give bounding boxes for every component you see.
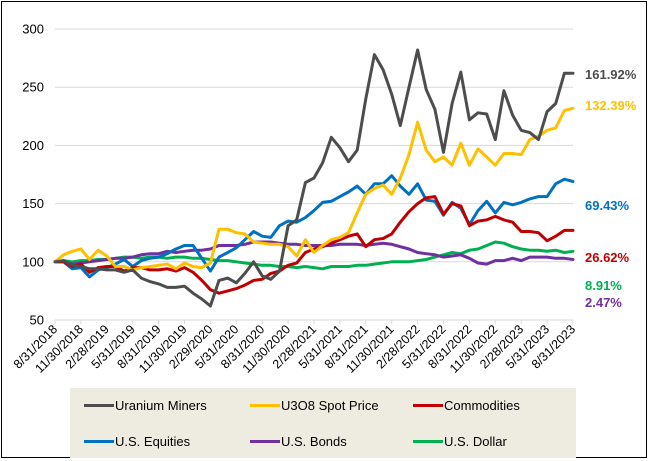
end-label: 132.39%: [585, 98, 637, 113]
legend-swatch: [250, 404, 280, 407]
legend-label: Commodities: [444, 398, 520, 413]
gridlines: [55, 28, 573, 263]
legend-label: U.S. Bonds: [281, 434, 347, 449]
y-tick-label: 50: [30, 313, 44, 328]
legend-item: U.S. Dollar: [413, 434, 507, 449]
legend-item: U.S. Bonds: [250, 434, 347, 449]
legend-item: Commodities: [413, 398, 520, 413]
series-lines: [53, 48, 575, 308]
legend-item: U3O8 Spot Price: [250, 398, 379, 413]
y-axis-ticks: 50 100 150 200 250 300: [22, 22, 44, 328]
legend-item: U.S. Equities: [84, 434, 190, 449]
legend-swatch: [413, 404, 443, 407]
end-label: 69.43%: [585, 198, 630, 213]
end-label: 8.91%: [585, 278, 622, 293]
legend: Uranium Miners U3O8 Spot Price Commodities…: [70, 388, 576, 458]
end-label: 26.62%: [585, 250, 630, 265]
end-labels: 161.92% 132.39% 69.43% 26.62% 8.91% 2.47%: [585, 67, 637, 310]
legend-swatch: [84, 404, 114, 407]
legend-swatch: [413, 440, 443, 443]
y-tick-label: 150: [22, 196, 44, 211]
y-tick-label: 300: [22, 22, 44, 37]
legend-item: Uranium Miners: [84, 398, 207, 413]
y-tick-label: 100: [22, 254, 44, 269]
legend-swatch: [84, 440, 114, 443]
end-label: 2.47%: [585, 295, 622, 310]
legend-swatch: [250, 440, 280, 443]
series-line-u-s-equities: [53, 174, 575, 279]
x-axis: 8/31/201811/30/20182/28/20195/31/20198/3…: [11, 319, 578, 376]
series-line-uranium-miners: [53, 48, 575, 308]
series-line-u-s-bonds: [53, 240, 575, 266]
y-tick-label: 200: [22, 138, 44, 153]
legend-label: U.S. Dollar: [444, 434, 507, 449]
series-line-u-s-dollar: [53, 240, 575, 271]
legend-label: Uranium Miners: [115, 398, 207, 413]
y-tick-label: 250: [22, 80, 44, 95]
legend-label: U.S. Equities: [115, 434, 191, 449]
legend-label: U3O8 Spot Price: [281, 398, 379, 413]
series-line-u3o8-spot-price: [53, 106, 575, 272]
end-label: 161.92%: [585, 67, 637, 82]
